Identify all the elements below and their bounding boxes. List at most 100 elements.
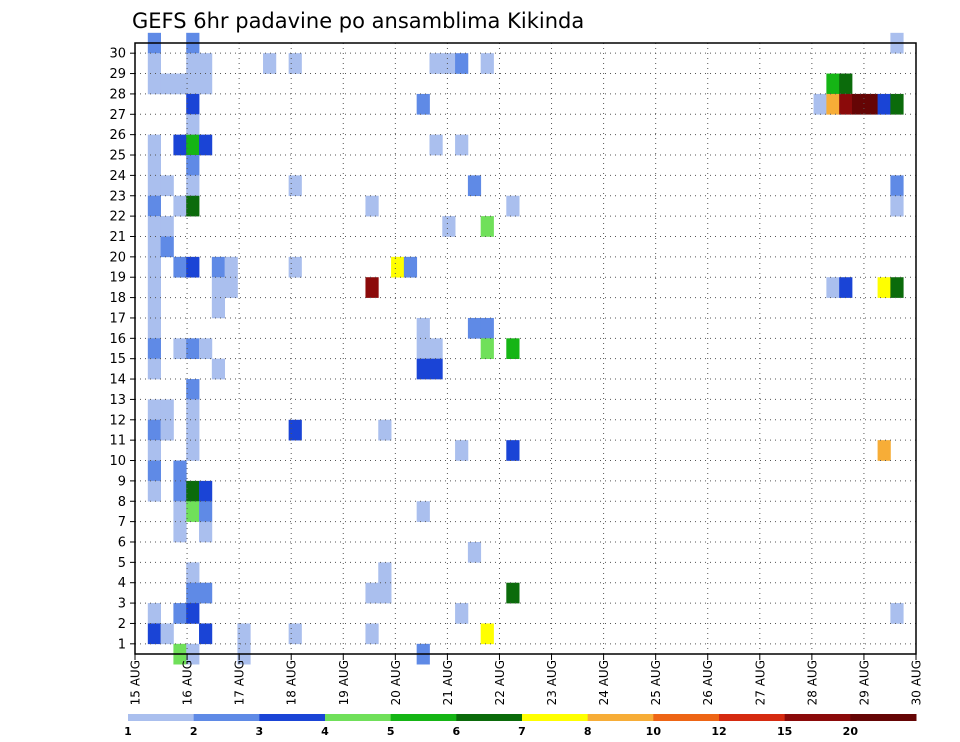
heatmap-cell: [186, 399, 200, 421]
color-legend: 1 2 3 4 5 6 7 8 10 12 15 20: [124, 714, 917, 738]
heatmap-cell: [288, 175, 302, 197]
heatmap-cell: [186, 480, 200, 502]
heatmap-cell: [365, 277, 379, 298]
heatmap-cell: [186, 582, 200, 604]
heatmap-cell: [173, 256, 187, 278]
x-tick-label: 30 AUG: [910, 660, 924, 705]
heatmap-cell: [455, 53, 469, 74]
heatmap-cell: [263, 53, 277, 74]
heatmap-cell: [186, 93, 200, 115]
heatmap-cell: [480, 317, 494, 339]
plot-frame: [134, 42, 917, 655]
y-tick-label: 25: [109, 149, 126, 164]
legend-swatch: [719, 714, 786, 721]
heatmap-cell: [378, 582, 392, 604]
heatmap-cell: [186, 53, 200, 74]
heatmap-cell: [826, 277, 840, 298]
heatmap-cell: [173, 521, 187, 543]
heatmap-cell: [877, 277, 891, 298]
heatmap-cell: [851, 93, 866, 115]
legend-label: 4: [321, 725, 329, 738]
y-tick-label: 6: [118, 535, 126, 550]
heatmap-cell: [467, 541, 482, 563]
heatmap-cell: [173, 460, 187, 482]
y-tick-label: 23: [109, 189, 126, 204]
heatmap-cell: [147, 256, 161, 278]
heatmap-cell: [480, 53, 494, 74]
heatmap-cell: [160, 175, 174, 197]
x-tick-label: 27 AUG: [753, 660, 767, 705]
heatmap-cell: [199, 623, 213, 645]
heatmap-cell: [173, 603, 187, 624]
heatmap-cell: [211, 297, 226, 319]
heatmap-cell: [186, 603, 200, 624]
x-tick-label: 18 AUG: [285, 660, 299, 705]
legend-label: 12: [711, 725, 726, 738]
y-axis-ticks: 1234567891011121314151617181920212223242…: [109, 47, 135, 652]
x-tick-label: 29 AUG: [857, 660, 871, 705]
heatmap-cell: [186, 155, 200, 176]
heatmap-cell: [506, 338, 520, 359]
heatmap-cell: [442, 53, 456, 74]
heatmap-cell: [173, 195, 187, 217]
heatmap-cell: [455, 134, 469, 156]
heatmap-cell: [429, 358, 443, 380]
heatmap-cell: [173, 134, 187, 156]
heatmap-cell: [391, 256, 405, 278]
heatmap-cell: [186, 379, 200, 400]
heatmap-cell: [199, 501, 213, 522]
heatmap-cell: [288, 419, 302, 441]
x-tick-label: 24 AUG: [597, 660, 611, 705]
dotted-grid: [135, 43, 916, 654]
heatmap-cell: [186, 134, 200, 156]
legend-label: 5: [387, 725, 395, 738]
y-tick-label: 14: [109, 373, 126, 388]
x-tick-label: 22 AUG: [493, 660, 507, 705]
heatmap-cell: [429, 134, 443, 156]
heatmap-cell: [147, 216, 161, 237]
heatmap-cell: [455, 603, 469, 624]
y-tick-label: 11: [109, 434, 126, 449]
heatmap-cell: [199, 582, 213, 604]
heatmap-cell: [480, 216, 494, 237]
y-tick-label: 16: [109, 332, 126, 347]
legend-swatch: [259, 714, 326, 721]
x-tick-label: 28 AUG: [805, 660, 819, 705]
legend-swatch: [850, 714, 917, 721]
heatmap-cell: [455, 440, 469, 461]
x-tick-label: 20 AUG: [389, 660, 403, 705]
heatmap-cell: [147, 460, 161, 482]
heatmap-cell: [186, 338, 200, 359]
y-tick-label: 28: [109, 87, 126, 102]
heatmap-cell: [147, 623, 161, 645]
heatmap-cell: [147, 338, 161, 359]
heatmap-cell: [890, 277, 904, 298]
heatmap-cell: [147, 317, 161, 339]
heatmap-cell: [467, 175, 482, 197]
heatmap-cell: [160, 419, 174, 441]
y-tick-label: 19: [109, 271, 126, 286]
heatmap-cell: [839, 277, 853, 298]
heatmap-cell: [429, 338, 443, 359]
heatmap-cell: [186, 440, 200, 461]
x-tick-label: 15 AUG: [129, 660, 143, 705]
heatmap-cell: [147, 440, 161, 461]
heatmap-cell: [416, 93, 430, 115]
y-tick-label: 21: [109, 230, 126, 245]
y-tick-label: 4: [118, 576, 126, 591]
legend-label: 20: [843, 725, 859, 738]
y-tick-label: 7: [118, 515, 126, 530]
heatmap-cell: [199, 53, 213, 74]
heatmap-cell: [186, 114, 200, 135]
legend-swatch: [456, 714, 523, 721]
x-tick-label: 16 AUG: [181, 660, 195, 705]
heatmap-cell: [416, 501, 430, 522]
heatmap-cell: [826, 73, 840, 95]
y-tick-label: 24: [109, 169, 126, 184]
heatmap-cell: [186, 73, 200, 95]
y-tick-label: 27: [109, 108, 126, 123]
heatmap-cell: [173, 73, 187, 95]
heatmap-cell: [199, 480, 213, 502]
heatmap-cell: [160, 236, 174, 258]
y-tick-label: 20: [109, 250, 126, 265]
